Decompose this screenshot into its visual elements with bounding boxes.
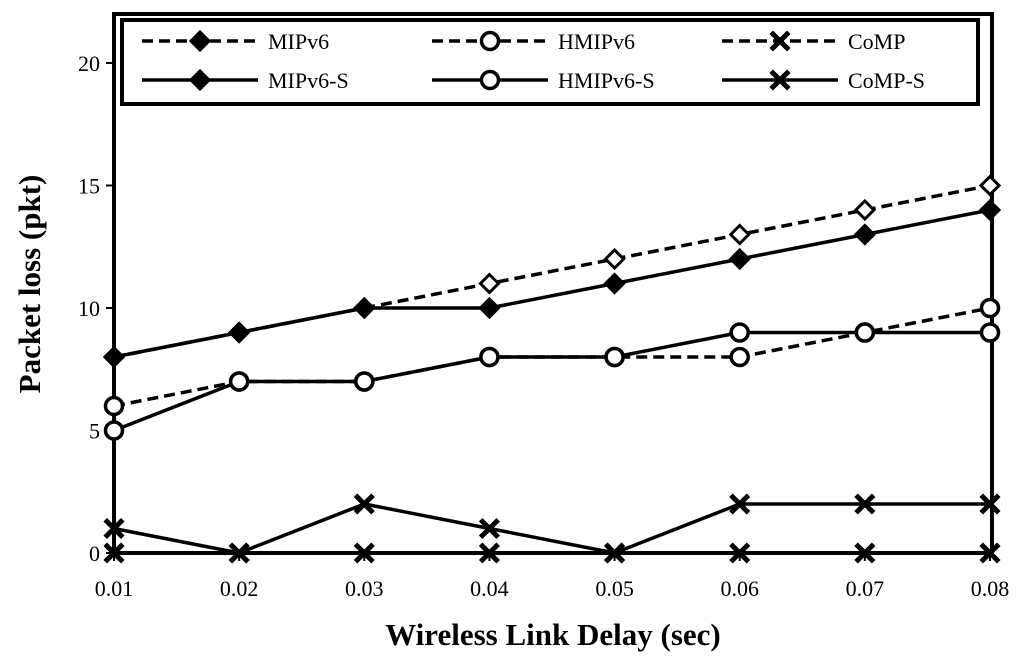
- series-line: [113, 502, 990, 555]
- circle-marker: [354, 371, 375, 392]
- series-line: [113, 330, 990, 433]
- circle-marker: [103, 395, 125, 417]
- series-line: [113, 183, 991, 359]
- x-marker: [353, 542, 375, 564]
- diamond-marker: [728, 223, 751, 246]
- x-axis-ticks: 0.01 0.02 0.03 0.04 0.05 0.06 0.07 0.08: [95, 553, 1010, 601]
- circle-marker: [729, 346, 750, 368]
- circle-marker: [604, 346, 625, 368]
- x-tick-label: 0.01: [95, 576, 134, 601]
- circle-marker: [479, 69, 501, 91]
- x-marker: [979, 542, 1001, 564]
- y-tick-label: 20: [78, 51, 100, 76]
- legend-label: HMIPv6: [558, 29, 635, 54]
- legend-box: [120, 18, 980, 106]
- legend-item: CoMP-S: [722, 68, 925, 93]
- y-axis-ticks: 0 5 10 15 20: [78, 51, 114, 566]
- x-tick-label: 0.05: [595, 576, 634, 601]
- x-tick-label: 0.03: [345, 576, 384, 601]
- circle-marker: [729, 322, 750, 343]
- diamond-marker: [853, 223, 876, 246]
- x-tick-label: 0.04: [470, 576, 509, 601]
- diamond-marker: [853, 198, 876, 222]
- x-tick-label: 0.07: [846, 576, 885, 601]
- x-tick-label: 0.02: [220, 576, 259, 601]
- circle-marker: [103, 420, 125, 441]
- series-mipv6-s: [102, 198, 1002, 369]
- x-marker: [604, 542, 626, 564]
- series-line: [113, 208, 991, 359]
- legend-item: CoMP: [722, 29, 905, 54]
- y-axis-title: Packet loss (pkt): [12, 175, 47, 394]
- x-marker: [228, 542, 250, 564]
- circle-marker: [228, 371, 250, 392]
- legend-label: CoMP: [848, 29, 905, 54]
- series-comp-s: [103, 493, 1001, 564]
- diamond-marker: [228, 321, 251, 344]
- x-axis-title: Wireless Link Delay (sec): [385, 617, 721, 652]
- legend-label: MIPv6: [268, 29, 329, 54]
- x-marker: [478, 517, 500, 540]
- legend: MIPv6 HMIPv6 CoMP MIPv6-S HMIPv6-S CoMP-S: [120, 18, 980, 106]
- diamond-marker: [188, 29, 212, 53]
- diamond-marker: [603, 272, 626, 295]
- legend-label: MIPv6-S: [268, 68, 349, 93]
- legend-label: CoMP-S: [848, 68, 925, 93]
- legend-item: HMIPv6: [432, 29, 635, 54]
- diamond-marker: [603, 247, 626, 271]
- legend-item: MIPv6-S: [142, 68, 349, 93]
- x-marker: [854, 493, 876, 515]
- y-tick-label: 15: [78, 174, 100, 199]
- legend-label: HMIPv6-S: [558, 68, 655, 93]
- x-tick-label: 0.06: [720, 576, 759, 601]
- diamond-marker: [978, 174, 1002, 197]
- x-marker: [769, 69, 791, 91]
- y-tick-label: 5: [89, 419, 100, 444]
- circle-marker: [854, 322, 876, 343]
- y-tick-label: 10: [78, 296, 100, 321]
- y-tick-label: 0: [89, 541, 100, 566]
- x-marker: [353, 493, 375, 515]
- diamond-marker: [188, 68, 212, 92]
- diamond-marker: [478, 272, 501, 295]
- x-marker: [729, 493, 751, 515]
- x-marker: [979, 493, 1001, 515]
- x-marker: [769, 30, 791, 52]
- x-marker: [103, 517, 125, 540]
- x-marker: [103, 542, 125, 564]
- x-marker: [854, 542, 876, 564]
- series-layer: [102, 174, 1002, 564]
- circle-marker: [979, 297, 1001, 319]
- diamond-marker: [978, 198, 1002, 222]
- x-marker: [729, 542, 751, 564]
- plot-area: [112, 12, 994, 555]
- circle-marker: [479, 346, 500, 368]
- diamond-marker: [102, 345, 126, 369]
- diamond-marker: [353, 296, 376, 320]
- x-tick-label: 0.08: [971, 576, 1010, 601]
- series-hmipv6-s: [103, 322, 1001, 441]
- circle-marker: [979, 322, 1001, 343]
- legend-item: HMIPv6-S: [432, 68, 655, 93]
- diamond-marker: [478, 296, 501, 320]
- x-marker: [478, 542, 500, 564]
- diamond-marker: [728, 247, 751, 271]
- legend-item: MIPv6: [142, 29, 329, 54]
- circle-marker: [479, 30, 501, 52]
